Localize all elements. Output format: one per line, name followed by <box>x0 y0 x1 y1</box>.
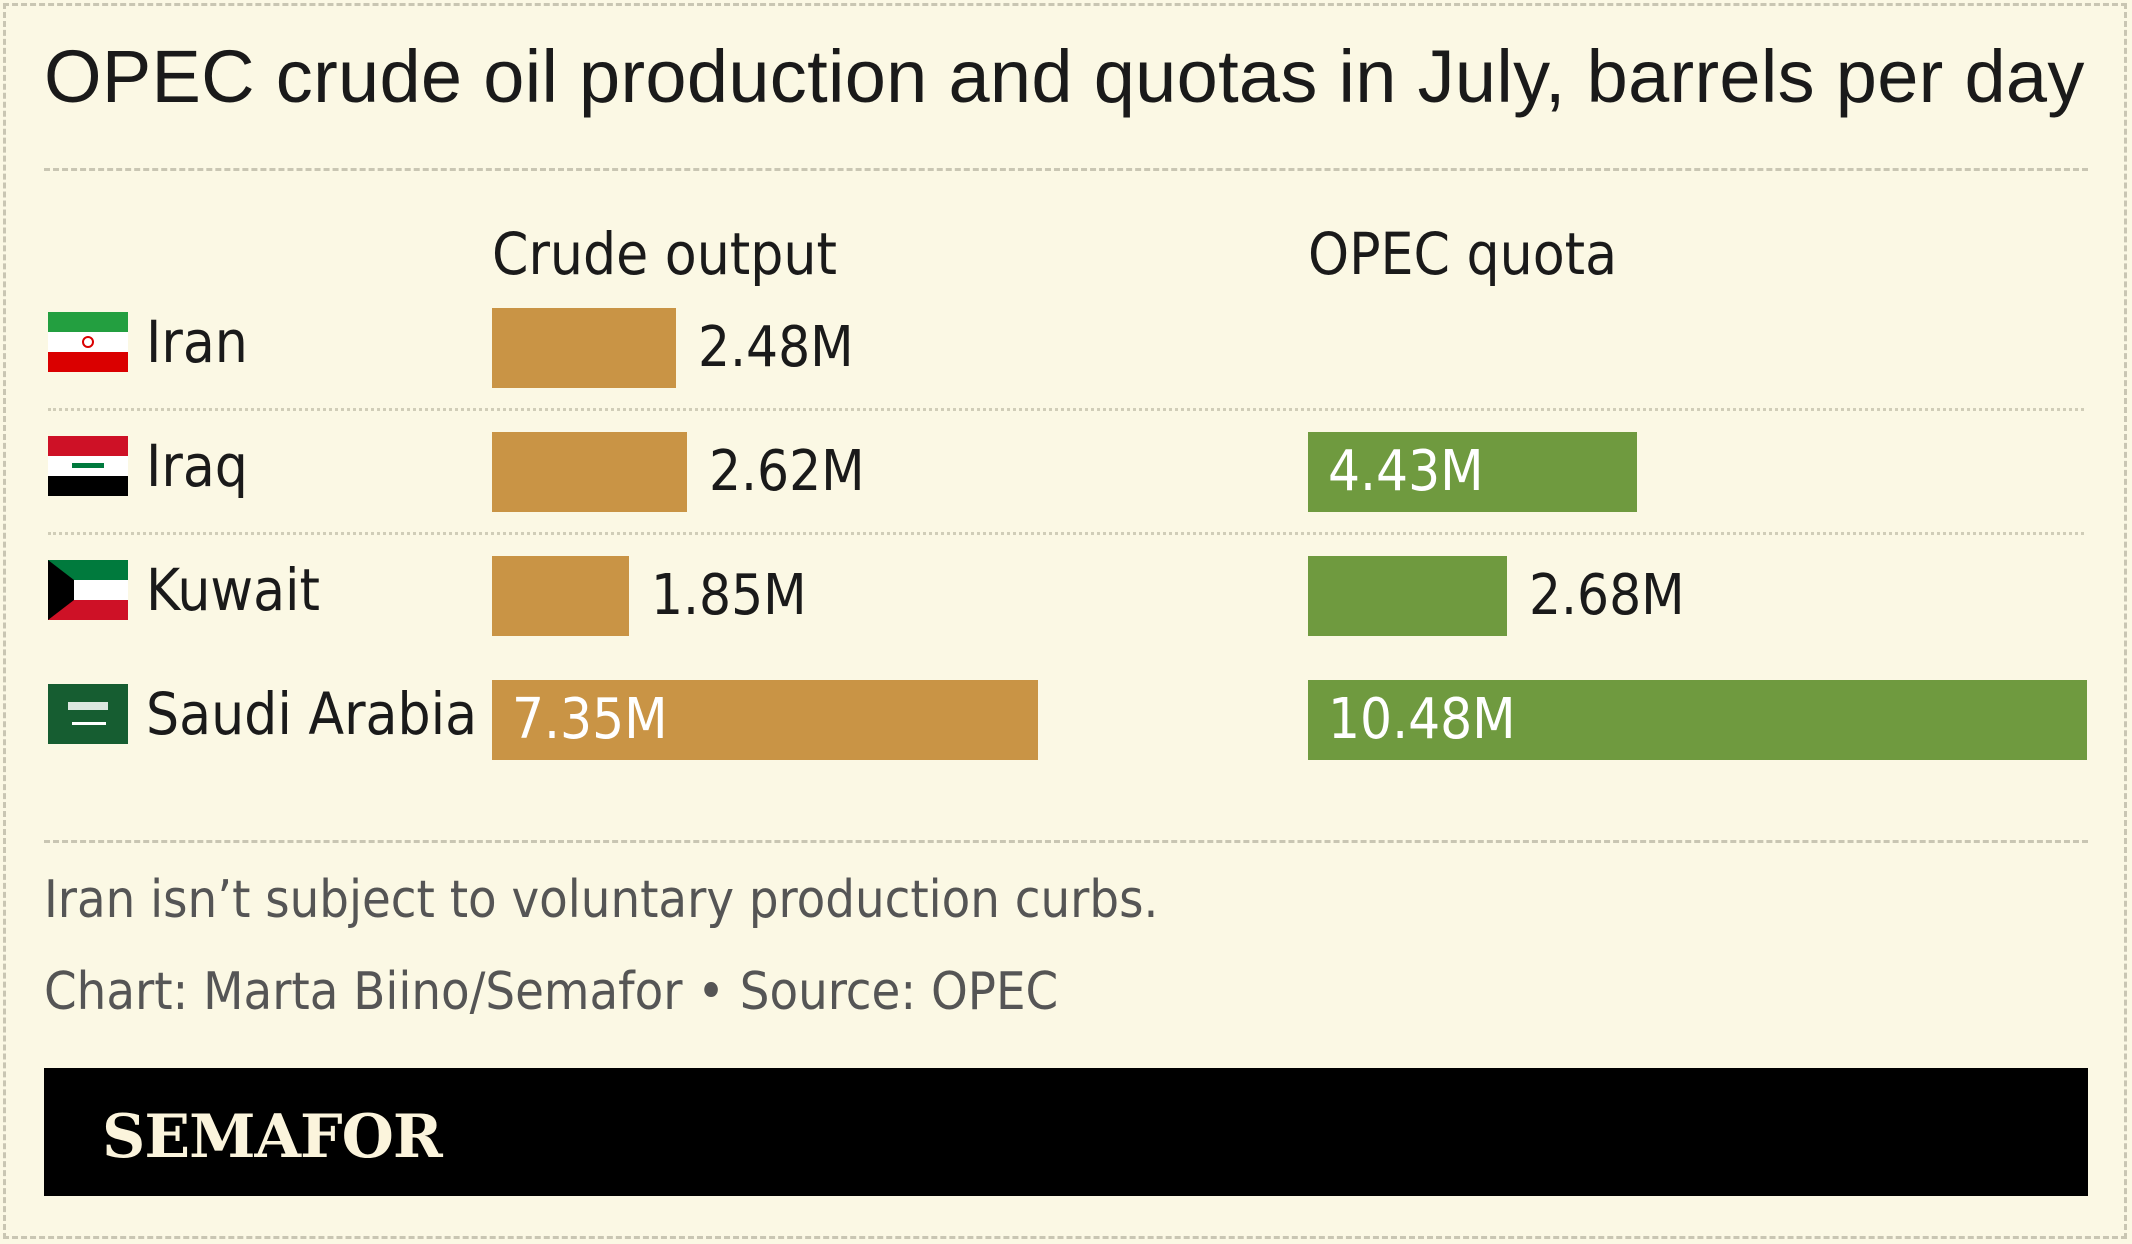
bottom-divider <box>44 840 2088 843</box>
chart-row-saudi-arabia: Saudi Arabia 7.35M 10.48M <box>0 680 2132 760</box>
country-label: Saudi Arabia <box>146 680 478 748</box>
chart-title: OPEC crude oil production and quotas in … <box>44 35 2085 118</box>
crude-output-bar <box>492 556 629 636</box>
chart-row-iraq: Iraq 2.62M 4.43M <box>0 432 2132 512</box>
opec-quota-value: 2.68M <box>1529 563 1685 628</box>
country-label: Iran <box>146 308 248 376</box>
chart-row-iran: Iran 2.48M <box>0 308 2132 388</box>
crude-output-bar <box>492 308 676 388</box>
crude-output-bar <box>492 680 1038 760</box>
iran-flag-icon <box>48 312 128 372</box>
crude-output-value: 7.35M <box>512 687 668 752</box>
chart-note: Iran isn’t subject to voluntary producti… <box>44 870 1159 930</box>
top-divider <box>44 168 2088 171</box>
brand-footer: SEMAFOR <box>44 1068 2088 1196</box>
semafor-logo: SEMAFOR <box>102 1102 443 1172</box>
crude-output-value: 2.48M <box>698 315 854 380</box>
kuwait-flag-icon <box>48 560 128 620</box>
crude-output-value: 2.62M <box>709 439 865 504</box>
chart-source: Chart: Marta Biino/Semafor • Source: OPE… <box>44 962 1059 1022</box>
country-label: Iraq <box>146 432 248 500</box>
row-divider <box>48 532 2084 535</box>
opec-quota-value: 10.48M <box>1328 687 1516 752</box>
country-label: Kuwait <box>146 556 320 624</box>
iraq-flag-icon <box>48 436 128 496</box>
chart-row-kuwait: Kuwait 1.85M 2.68M <box>0 556 2132 636</box>
opec-quota-header: OPEC quota <box>1308 220 1618 288</box>
opec-quota-bar <box>1308 680 2087 760</box>
crude-output-header: Crude output <box>492 220 837 288</box>
opec-quota-value: 4.43M <box>1328 439 1484 504</box>
opec-quota-bar <box>1308 432 1637 512</box>
opec-quota-bar <box>1308 556 1507 636</box>
crude-output-value: 1.85M <box>651 563 807 628</box>
saudi-arabia-flag-icon <box>48 684 128 744</box>
chart-frame <box>3 3 2127 1239</box>
crude-output-bar <box>492 432 687 512</box>
row-divider <box>48 408 2084 411</box>
